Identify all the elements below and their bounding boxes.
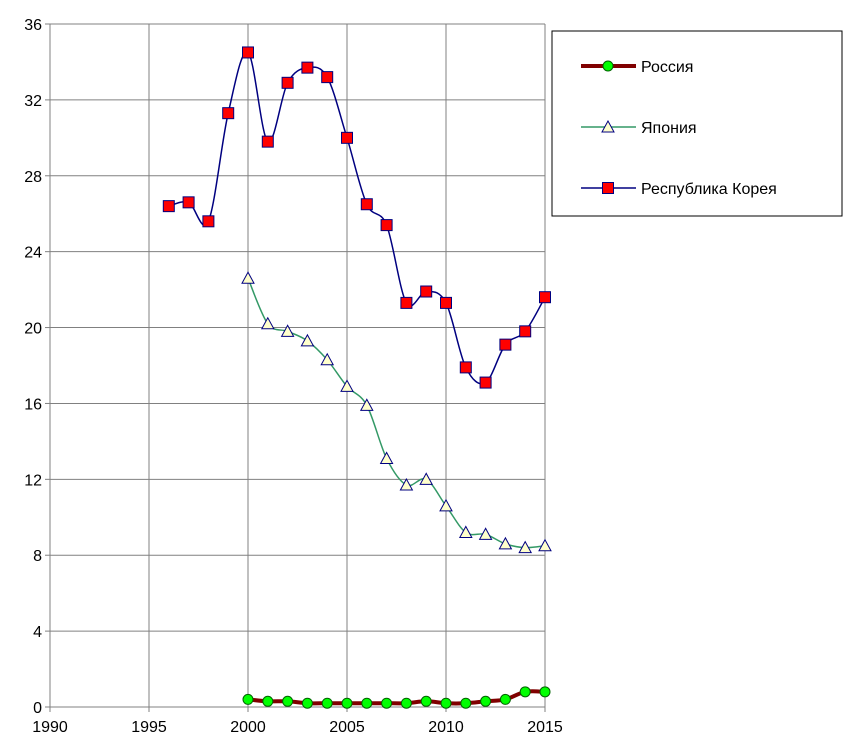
data-point <box>439 498 453 512</box>
data-point <box>182 196 195 209</box>
data-point <box>222 107 235 120</box>
y-tick-label: 32 <box>24 93 42 110</box>
data-point <box>459 361 472 374</box>
data-point <box>242 46 254 59</box>
series-group <box>162 46 552 709</box>
data-point <box>440 697 452 709</box>
y-tick-label: 24 <box>24 245 42 262</box>
data-point <box>519 686 531 698</box>
data-point <box>498 536 513 550</box>
data-point <box>280 324 295 337</box>
data-point <box>261 135 274 148</box>
data-point <box>320 352 335 366</box>
data-point <box>479 376 492 389</box>
data-point <box>400 697 412 709</box>
series-line <box>247 277 546 549</box>
x-tick-label: 2010 <box>428 719 464 736</box>
data-point <box>539 291 551 304</box>
tick-labels: 0 4 8 12 16 20 24 28 32 36 1990 1995 2000 2005 2010 201… <box>24 17 563 736</box>
data-point <box>359 398 374 411</box>
data-point <box>202 215 215 228</box>
data-point <box>400 296 413 309</box>
y-tick-label: 28 <box>24 169 42 186</box>
data-point <box>241 271 255 284</box>
data-point <box>300 333 315 347</box>
x-tick-label: 2005 <box>329 719 365 736</box>
data-point <box>539 686 551 698</box>
y-tick-label: 20 <box>24 321 42 338</box>
y-tick-label: 0 <box>33 700 42 717</box>
data-point <box>281 76 294 89</box>
data-point <box>361 697 373 709</box>
y-tick-label: 8 <box>33 548 42 565</box>
data-point <box>380 219 393 232</box>
gridlines <box>50 23 546 707</box>
x-tick-label: 2000 <box>230 719 266 736</box>
y-tick-label: 36 <box>24 17 42 34</box>
series-korea <box>162 46 551 389</box>
data-point <box>360 198 373 211</box>
data-point <box>301 61 314 74</box>
data-point <box>301 697 313 709</box>
legend-label: Россия <box>641 59 693 76</box>
data-point <box>399 477 414 491</box>
data-point <box>420 695 432 707</box>
legend-label: Республика Корея <box>641 181 777 198</box>
data-point <box>381 697 393 709</box>
data-point <box>419 472 434 485</box>
y-tick-label: 16 <box>24 396 42 413</box>
data-point <box>480 695 492 707</box>
x-tick-label: 1990 <box>32 719 68 736</box>
data-point <box>321 71 334 84</box>
data-point <box>518 540 533 554</box>
data-point <box>440 296 452 309</box>
data-point <box>478 527 493 540</box>
series-russia <box>242 686 551 709</box>
data-point <box>458 525 473 538</box>
legend-box <box>551 30 843 217</box>
series-japan <box>241 271 552 554</box>
legend-label: Япония <box>641 120 697 137</box>
series-line <box>247 689 546 706</box>
data-point <box>460 697 472 709</box>
data-point <box>242 693 254 705</box>
legend-marker <box>602 182 614 194</box>
data-point <box>341 131 353 144</box>
y-tick-label: 12 <box>24 472 42 489</box>
data-point <box>321 697 333 709</box>
data-point <box>379 451 394 464</box>
data-point <box>340 379 354 392</box>
data-point <box>499 693 511 705</box>
data-point <box>499 338 512 351</box>
legend-marker <box>601 119 615 133</box>
legend: Россия Япония Республика Корея <box>551 30 843 217</box>
x-tick-label: 1995 <box>131 719 167 736</box>
data-point <box>262 695 274 707</box>
data-point <box>519 325 532 338</box>
data-point <box>538 538 552 552</box>
x-tick-label: 2015 <box>527 719 563 736</box>
y-tick-label: 4 <box>33 624 42 641</box>
data-point <box>162 200 175 213</box>
data-point <box>282 695 294 707</box>
data-point <box>341 697 353 709</box>
data-point <box>420 285 433 298</box>
data-point <box>260 316 275 330</box>
legend-marker <box>602 60 614 72</box>
